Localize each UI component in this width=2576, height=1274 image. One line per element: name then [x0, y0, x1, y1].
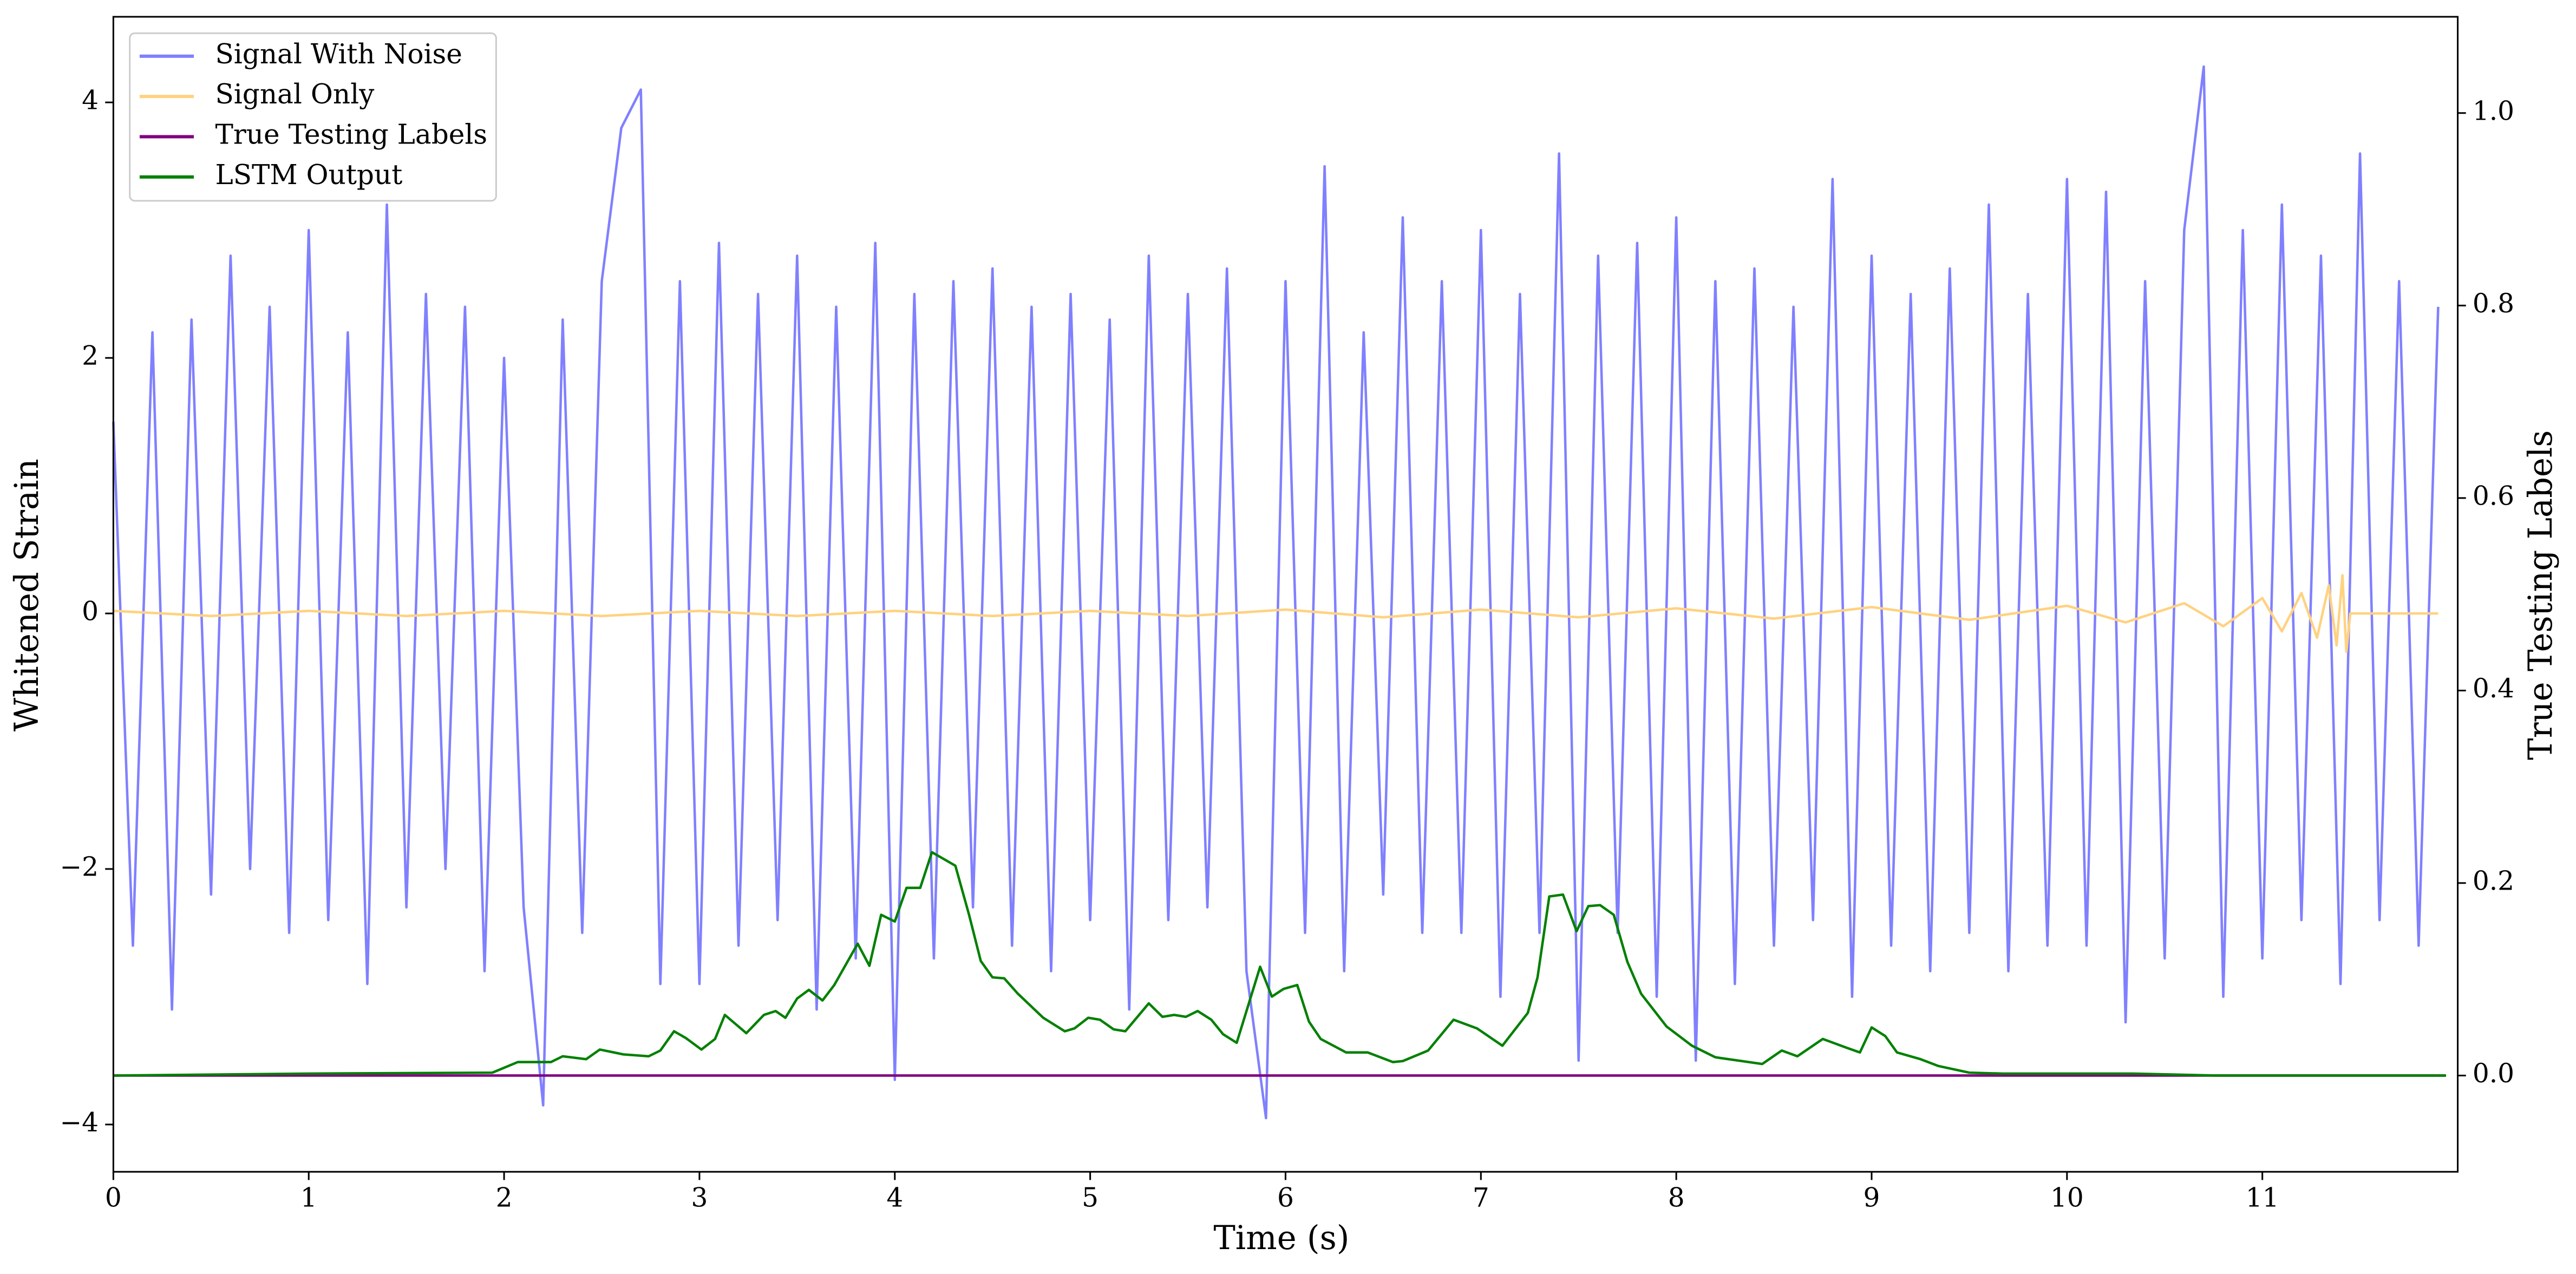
series-line [113, 573, 2438, 654]
x-tick-label: 6 [1277, 1182, 1294, 1213]
plot-area [112, 65, 2446, 1120]
y-tick-label: −4 [60, 1107, 99, 1138]
series-line [112, 65, 2440, 1120]
y-tick-label: 4 [82, 86, 99, 116]
x-tick-label: 3 [691, 1182, 708, 1213]
y-tick-label: 2 [82, 341, 99, 371]
legend-label: Signal Only [215, 79, 375, 110]
y-axis-label: Whitened Strain [8, 459, 46, 731]
x-tick-label: 2 [496, 1182, 513, 1213]
x-tick-label: 5 [1082, 1182, 1099, 1213]
y2-axis-label: True Testing Labels [2522, 430, 2560, 760]
x-tick-label: 1 [300, 1182, 317, 1213]
y2-tick-label: 1.0 [2473, 96, 2514, 126]
y-tick-label: 0 [82, 597, 99, 627]
y2-tick-label: 0.8 [2473, 289, 2514, 319]
y2-tick-label: 0.0 [2473, 1059, 2514, 1089]
x-tick-label: 11 [2246, 1182, 2279, 1213]
y2-tick-label: 0.6 [2473, 481, 2514, 511]
legend-label: LSTM Output [215, 159, 403, 191]
axes-frame [112, 16, 2459, 1173]
legend-label: Signal With Noise [215, 38, 462, 70]
y2-tick-label: 0.4 [2473, 674, 2514, 704]
x-tick-label: 4 [886, 1182, 903, 1213]
x-tick-label: 0 [105, 1182, 122, 1213]
series-line [113, 851, 2446, 1077]
x-tick-label: 8 [1668, 1182, 1685, 1213]
y2-tick-label: 0.2 [2473, 866, 2514, 896]
x-tick-label: 7 [1473, 1182, 1489, 1213]
legend-box [129, 32, 497, 202]
y-tick-label: −2 [60, 852, 99, 882]
x-axis-label: Time (s) [1213, 1219, 1349, 1257]
x-tick-label: 10 [2050, 1182, 2084, 1213]
legend-label: True Testing Labels [215, 119, 488, 151]
x-tick-label: 9 [1864, 1182, 1880, 1213]
legend: Signal With Noise Signal Only True Testing… [129, 32, 497, 202]
